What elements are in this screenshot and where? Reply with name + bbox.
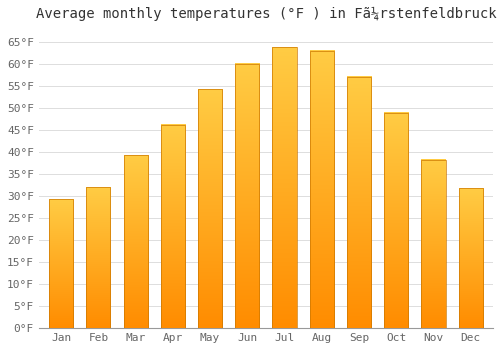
Bar [422, 160, 446, 328]
Bar [235, 64, 260, 328]
Bar [347, 77, 371, 328]
Title: Average monthly temperatures (°F ) in Fã¼rstenfeldbruck: Average monthly temperatures (°F ) in Fã… [36, 7, 496, 21]
Bar [458, 188, 483, 328]
Bar [124, 155, 148, 328]
Bar [86, 188, 110, 328]
Bar [198, 89, 222, 328]
Bar [160, 125, 185, 328]
Bar [272, 47, 296, 328]
Bar [49, 199, 73, 328]
Bar [384, 113, 408, 328]
Bar [310, 51, 334, 328]
